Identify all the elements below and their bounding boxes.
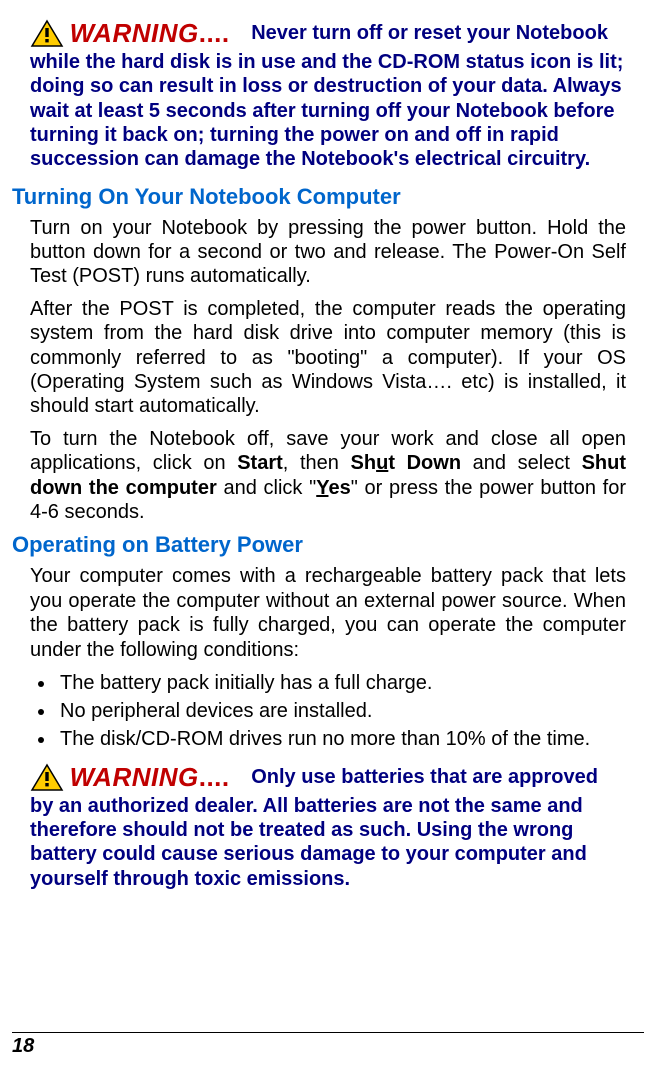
turning-on-p2: After the POST is completed, the compute… <box>30 297 626 419</box>
p3-text-d: and click " <box>217 477 316 499</box>
p3-text-c: and select <box>461 452 582 474</box>
page-content: WARNING.... Never turn off or reset your… <box>0 0 656 891</box>
p3-shut-pre: Sh <box>351 452 377 474</box>
battery-bullet-list: The battery pack initially has a full ch… <box>30 670 626 752</box>
heading-turning-on: Turning On Your Notebook Computer <box>12 184 626 210</box>
p3-shut-post: t Down <box>388 452 461 474</box>
list-item: The disk/CD-ROM drives run no more than … <box>56 726 626 752</box>
warning-2-lead: Only use batteries that are <box>251 766 502 788</box>
warning-2-body: WARNING.... Only use batteries that are … <box>30 762 626 891</box>
p3-start-bold: Start <box>237 452 283 474</box>
battery-p1: Your computer comes with a rechargeable … <box>30 564 626 662</box>
warning-1-lead: Never turn off or reset your <box>251 22 510 44</box>
p3-yes-y: Y <box>316 477 328 499</box>
p3-shut-u: u <box>376 452 388 474</box>
page-number: 18 <box>12 1032 644 1058</box>
warning-block-1: WARNING.... Never turn off or reset your… <box>30 18 626 172</box>
heading-battery-power: Operating on Battery Power <box>12 532 626 558</box>
warning-1-label: WARNING.... <box>70 18 230 50</box>
p3-text-b: , then <box>283 452 351 474</box>
p3-yes-es: es <box>328 477 350 499</box>
turning-on-p3: To turn the Notebook off, save your work… <box>30 427 626 525</box>
list-item: The battery pack initially has a full ch… <box>56 670 626 696</box>
p3-yes-bold: Yes <box>316 477 351 499</box>
warning-block-2: WARNING.... Only use batteries that are … <box>30 762 626 891</box>
warning-2-label: WARNING.... <box>70 762 230 794</box>
p3-shutdown-bold: Shut Down <box>351 452 462 474</box>
warning-triangle-icon <box>30 19 64 49</box>
turning-on-p1: Turn on your Notebook by pressing the po… <box>30 216 626 289</box>
warning-triangle-icon <box>30 763 64 793</box>
list-item: No peripheral devices are installed. <box>56 698 626 724</box>
warning-1-body: WARNING.... Never turn off or reset your… <box>30 18 626 172</box>
